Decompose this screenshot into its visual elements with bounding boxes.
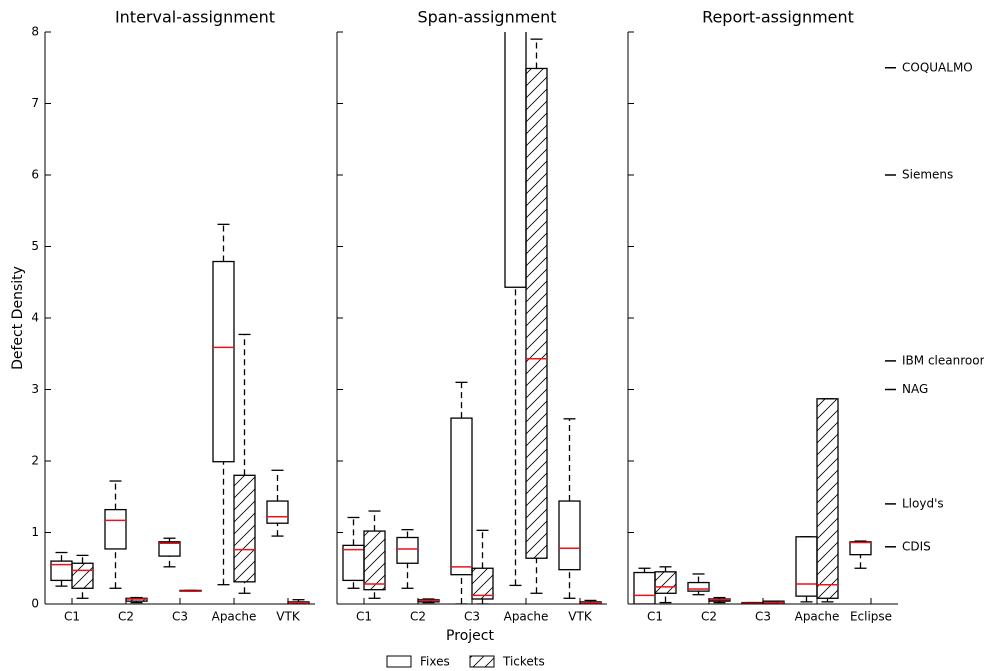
- y-tick-label: 3: [31, 382, 39, 396]
- box: [396, 536, 419, 564]
- legend-swatch: [469, 655, 495, 668]
- box: [158, 541, 181, 557]
- legend-swatch: [386, 655, 412, 668]
- y-tick-label: 7: [31, 96, 39, 110]
- box: [471, 567, 494, 600]
- x-tick-label: C2: [701, 610, 717, 624]
- box: [504, 32, 527, 288]
- box: [212, 260, 235, 463]
- x-tick-label: C1: [647, 610, 663, 624]
- panel-title: Report-assignment: [702, 8, 854, 27]
- x-tick-label: C2: [118, 610, 134, 624]
- x-tick-label: C3: [464, 610, 480, 624]
- x-tick-label: Apache: [212, 610, 257, 624]
- x-tick-label: Eclipse: [850, 610, 892, 624]
- reference-label: CDIS: [902, 539, 931, 553]
- x-tick-label: VTK: [276, 610, 301, 624]
- x-tick-label: C1: [64, 610, 80, 624]
- box: [342, 544, 365, 582]
- box: [233, 474, 256, 583]
- y-axis-label: Defect Density: [10, 266, 26, 370]
- plot-area: [50, 223, 310, 604]
- x-tick-label: C1: [356, 610, 372, 624]
- box: [795, 536, 818, 597]
- box: [450, 417, 473, 576]
- box: [525, 67, 548, 559]
- box: [104, 508, 127, 550]
- box: [558, 500, 581, 571]
- x-axis-label: Project: [446, 628, 494, 644]
- y-tick-label: 0: [31, 597, 39, 611]
- y-tick-label: 6: [31, 168, 39, 182]
- reference-label: COQUALMO: [902, 60, 973, 74]
- x-tick-label: VTK: [568, 610, 593, 624]
- x-tick-label: Apache: [504, 610, 549, 624]
- panel-title: Interval-assignment: [115, 8, 275, 27]
- y-tick-label: 2: [31, 454, 39, 468]
- y-tick-label: 8: [31, 25, 39, 39]
- box: [71, 562, 94, 589]
- y-tick-label: 4: [31, 311, 39, 325]
- reference-label: Lloyd's: [902, 496, 944, 510]
- x-tick-label: C3: [755, 610, 771, 624]
- x-tick-label: C3: [172, 610, 188, 624]
- box: [816, 398, 839, 599]
- box: [849, 541, 872, 556]
- legend-label: Tickets: [502, 655, 545, 669]
- box: [363, 530, 386, 591]
- legend-label: Fixes: [420, 655, 450, 669]
- reference-label: NAG: [902, 382, 928, 396]
- panel-title: Span-assignment: [417, 8, 556, 27]
- reference-label: IBM cleanroom: [902, 353, 984, 367]
- box: [633, 571, 656, 604]
- x-tick-label: Apache: [795, 610, 840, 624]
- y-tick-label: 1: [31, 525, 39, 539]
- x-tick-label: C2: [410, 610, 426, 624]
- box: [654, 571, 677, 594]
- box: [266, 500, 289, 524]
- plot-area: [633, 398, 872, 604]
- box: [687, 581, 710, 592]
- reference-label: Siemens: [902, 168, 953, 182]
- plot-area: [342, 32, 602, 604]
- y-tick-label: 5: [31, 239, 39, 253]
